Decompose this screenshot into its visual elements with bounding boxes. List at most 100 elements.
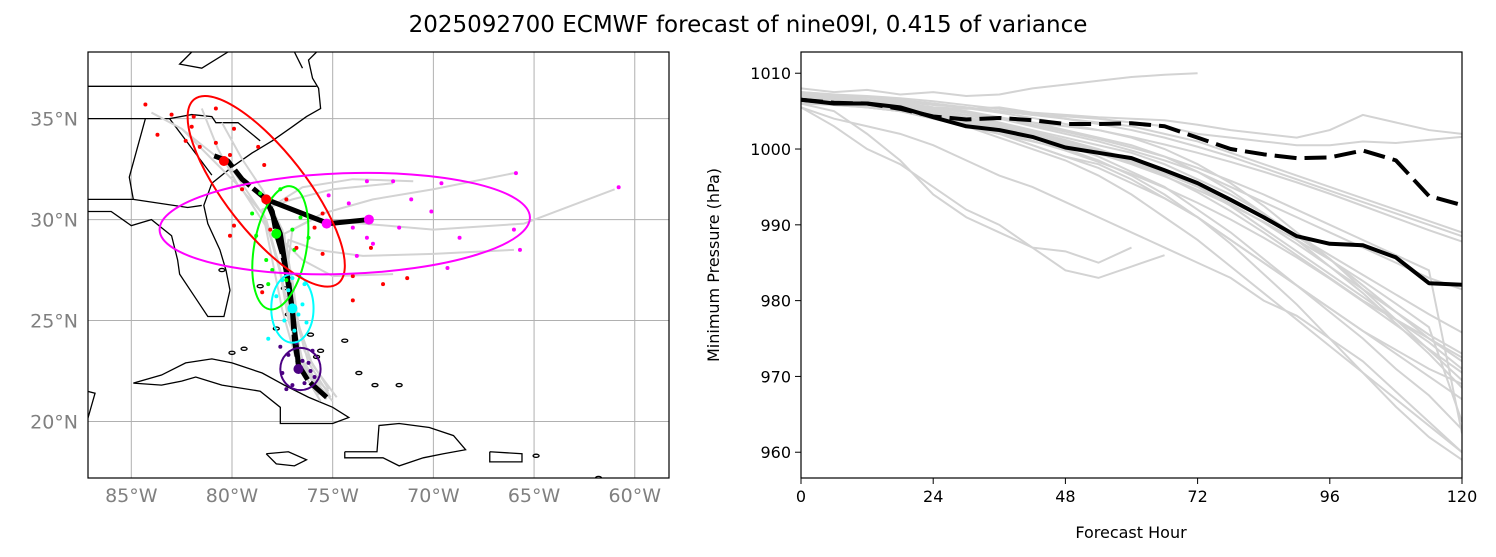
member-point-t1 [306, 360, 311, 365]
member-point-t4 [262, 163, 267, 168]
member-point-t5 [429, 209, 434, 214]
member-point-t3 [284, 278, 289, 283]
member-point-t5 [354, 253, 359, 258]
member-point-t4 [381, 282, 386, 287]
member-point-t4 [213, 140, 218, 145]
member-point-t5 [517, 247, 522, 252]
member-point-t4 [213, 106, 218, 111]
member-point-t1 [284, 387, 289, 392]
island [240, 346, 248, 352]
ellipse-t3 [251, 185, 310, 311]
ensemble-member-line [801, 102, 1462, 370]
member-point-t2 [286, 288, 291, 293]
ensemble-track [283, 238, 514, 394]
member-point-t4 [368, 245, 373, 250]
member-point-t4 [232, 126, 237, 131]
member-point-t3 [270, 268, 275, 273]
member-point-t4 [312, 225, 317, 230]
chart-y-tick-label: 980 [760, 292, 791, 311]
member-points [143, 102, 621, 392]
ellipse-center-t1 [293, 363, 304, 374]
member-point-t4 [191, 114, 196, 119]
chart-y-ticks: 960 970 980 990 1000 1010 [750, 64, 801, 462]
ensemble-member-line [801, 106, 1165, 279]
member-point-t4 [227, 233, 232, 238]
map-y-tick-label: 35°N [30, 109, 78, 131]
pressure-series [801, 97, 1462, 287]
chart-y-tick-label: 1000 [750, 140, 791, 159]
member-point-t4 [294, 245, 299, 250]
member-point-t4 [256, 144, 261, 149]
member-point-t2 [304, 320, 309, 325]
map-y-tick-label: 20°N [30, 411, 78, 433]
ensemble-member-line [801, 106, 1462, 453]
chart-x-tick-label: 72 [1187, 487, 1207, 506]
member-point-t5 [364, 179, 369, 184]
island [256, 283, 264, 289]
member-point-t3 [290, 227, 295, 232]
member-point-t2 [282, 318, 287, 323]
map-x-tick-label: 75°W [306, 485, 359, 507]
figure-title: 2025092700 ECMWF forecast of nine09l, 0.… [408, 12, 1088, 38]
ellipse-center-t3 [271, 228, 282, 239]
map-x-tick-label: 70°W [407, 485, 460, 507]
island [306, 332, 315, 337]
chart-x-tick-label: 0 [796, 487, 806, 506]
uncertainty-ellipses [158, 94, 531, 392]
member-point-t5 [391, 179, 396, 184]
member-point-t4 [189, 124, 194, 129]
coastline [88, 52, 322, 318]
map-x-tick-label: 60°W [609, 485, 662, 507]
coastlines [88, 52, 603, 478]
member-point-t5 [457, 235, 462, 240]
member-point-t4 [143, 102, 148, 107]
mean-track [210, 152, 329, 400]
member-point-t4 [155, 132, 160, 137]
member-point-t4 [169, 112, 174, 117]
chart-x-axis-label: Forecast Hour [1075, 523, 1187, 542]
ensemble-member-line [801, 94, 1462, 389]
ellipse-t5 [158, 171, 531, 276]
ensemble-member-line [801, 72, 1198, 97]
ensemble-member-line [801, 91, 1462, 238]
member-point-t4 [197, 144, 202, 149]
map-x-tick-label: 85°W [105, 485, 158, 507]
island [218, 267, 226, 273]
member-point-t4 [227, 152, 232, 157]
chart-x-tick-label: 120 [1447, 487, 1478, 506]
member-point-t3 [298, 215, 303, 220]
member-point-t4 [405, 276, 410, 281]
member-point-t1 [308, 368, 313, 373]
island [341, 338, 349, 343]
member-point-t5 [364, 235, 369, 240]
ensemble-member-line [801, 102, 1462, 461]
chart-y-tick-label: 990 [760, 216, 791, 235]
coastline [344, 422, 467, 467]
member-point-t2 [292, 328, 297, 333]
member-point-t5 [346, 201, 351, 206]
member-point-t3 [264, 257, 269, 262]
ellipse-center-t5 [363, 214, 374, 225]
member-point-t4 [268, 227, 273, 232]
member-point-t3 [250, 211, 255, 216]
member-point-t4 [320, 211, 325, 216]
chart-x-ticks: 0 24 48 72 96 120 [796, 478, 1477, 506]
map-x-tick-label: 80°W [206, 485, 259, 507]
ensemble-member-line [801, 96, 1462, 363]
pressure-ensemble-lines [801, 72, 1462, 461]
ellipse-t1 [279, 346, 322, 392]
map-frame [87, 51, 670, 479]
member-point-t2 [290, 276, 295, 281]
chart-x-tick-label: 48 [1055, 487, 1075, 506]
member-point-t4 [350, 298, 355, 303]
ellipse-center-t5 [321, 218, 332, 229]
member-point-t4 [260, 290, 265, 295]
ellipse-center-t4 [261, 194, 272, 205]
map-x-tick-label: 65°W [508, 485, 561, 507]
island [228, 350, 236, 356]
island [532, 453, 540, 459]
member-point-t4 [232, 223, 237, 228]
member-point-t4 [350, 274, 355, 279]
chart-x-tick-label: 24 [923, 487, 943, 506]
